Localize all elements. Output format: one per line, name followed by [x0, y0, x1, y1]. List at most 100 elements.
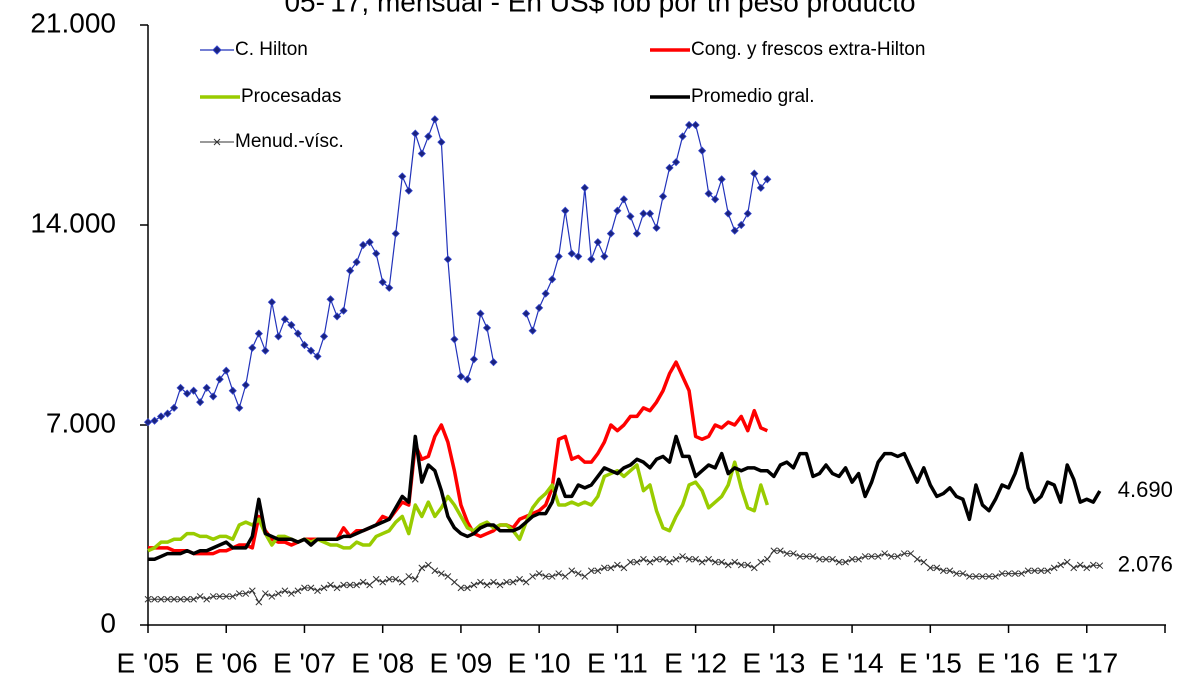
point-marker — [1063, 558, 1071, 566]
point-marker — [614, 561, 621, 569]
point-marker — [150, 416, 159, 425]
point-marker — [431, 567, 439, 575]
point-marker — [887, 553, 895, 560]
point-marker — [372, 575, 380, 583]
point-marker — [1070, 564, 1078, 572]
x-tick-label: E '09 — [429, 647, 492, 677]
point-marker — [463, 375, 472, 384]
point-marker — [705, 555, 713, 563]
point-marker — [469, 355, 479, 364]
point-marker — [222, 366, 231, 375]
point-marker — [189, 386, 198, 395]
point-marker — [939, 567, 947, 575]
point-marker — [385, 575, 393, 583]
point-marker — [933, 564, 941, 572]
point-marker — [235, 590, 243, 597]
point-marker — [626, 212, 635, 221]
point-marker — [606, 229, 615, 238]
point-marker — [633, 558, 641, 566]
point-marker — [730, 226, 739, 235]
point-marker — [704, 189, 713, 198]
point-marker — [574, 252, 583, 261]
point-marker — [580, 183, 589, 192]
point-marker — [424, 132, 433, 141]
point-marker — [672, 555, 680, 563]
point-marker — [327, 581, 334, 589]
point-marker — [737, 561, 745, 569]
end-label: 2.076 — [1118, 551, 1173, 576]
point-marker — [607, 564, 615, 572]
point-marker — [177, 595, 184, 603]
point-marker — [294, 587, 302, 595]
point-marker — [464, 584, 471, 592]
point-marker — [170, 403, 179, 412]
point-marker — [1031, 567, 1038, 575]
point-marker — [743, 209, 752, 218]
point-marker — [359, 578, 367, 586]
point-marker — [443, 255, 452, 264]
point-marker — [477, 578, 484, 586]
point-marker — [183, 389, 192, 398]
point-marker — [151, 595, 158, 603]
point-marker — [241, 380, 250, 390]
point-marker — [555, 570, 563, 577]
point-marker — [476, 309, 485, 318]
point-marker — [196, 398, 205, 407]
point-marker — [542, 573, 550, 580]
point-marker — [529, 573, 536, 580]
point-marker — [632, 229, 642, 238]
point-marker — [457, 584, 465, 592]
x-tick-label: E '13 — [742, 647, 805, 677]
point-marker — [326, 295, 335, 304]
point-marker — [248, 587, 256, 595]
point-marker — [287, 320, 296, 330]
point-marker — [391, 229, 400, 238]
legend-label: Menud.-vísc. — [235, 131, 344, 152]
x-tick-label: E '08 — [351, 647, 414, 677]
x-tick-label: E '17 — [1055, 647, 1118, 677]
point-marker — [593, 238, 602, 247]
point-marker — [581, 573, 589, 580]
point-marker — [359, 240, 368, 250]
point-marker — [339, 306, 348, 315]
point-marker — [972, 573, 980, 580]
point-marker — [522, 578, 530, 586]
point-marker — [848, 555, 856, 563]
point-marker — [215, 375, 224, 384]
point-marker — [659, 555, 667, 563]
point-marker — [228, 386, 237, 395]
point-marker — [143, 418, 153, 427]
point-marker — [313, 352, 322, 361]
point-marker — [301, 584, 308, 592]
point-marker — [255, 598, 263, 606]
point-marker — [314, 587, 321, 595]
point-marker — [600, 252, 609, 261]
x-tick-label: E '07 — [273, 647, 336, 677]
point-marker — [216, 593, 224, 600]
point-marker — [444, 573, 452, 580]
point-marker — [835, 558, 843, 566]
point-marker — [163, 409, 172, 418]
point-marker — [809, 553, 817, 560]
legend-marker — [212, 45, 222, 55]
point-marker — [979, 573, 986, 580]
point-marker — [332, 312, 342, 321]
point-marker — [992, 573, 999, 580]
point-marker — [470, 581, 478, 589]
point-marker — [268, 593, 276, 600]
point-marker — [157, 595, 165, 603]
point-marker — [613, 206, 622, 215]
point-marker — [222, 593, 230, 600]
point-marker — [248, 343, 257, 352]
point-marker — [261, 346, 270, 355]
point-marker — [646, 558, 654, 566]
point-marker — [548, 573, 556, 580]
point-marker — [176, 383, 185, 392]
point-marker — [881, 550, 889, 557]
point-marker — [229, 593, 237, 600]
point-marker — [998, 570, 1006, 577]
point-marker — [803, 553, 810, 560]
point-marker — [568, 567, 576, 575]
point-marker — [378, 278, 387, 287]
